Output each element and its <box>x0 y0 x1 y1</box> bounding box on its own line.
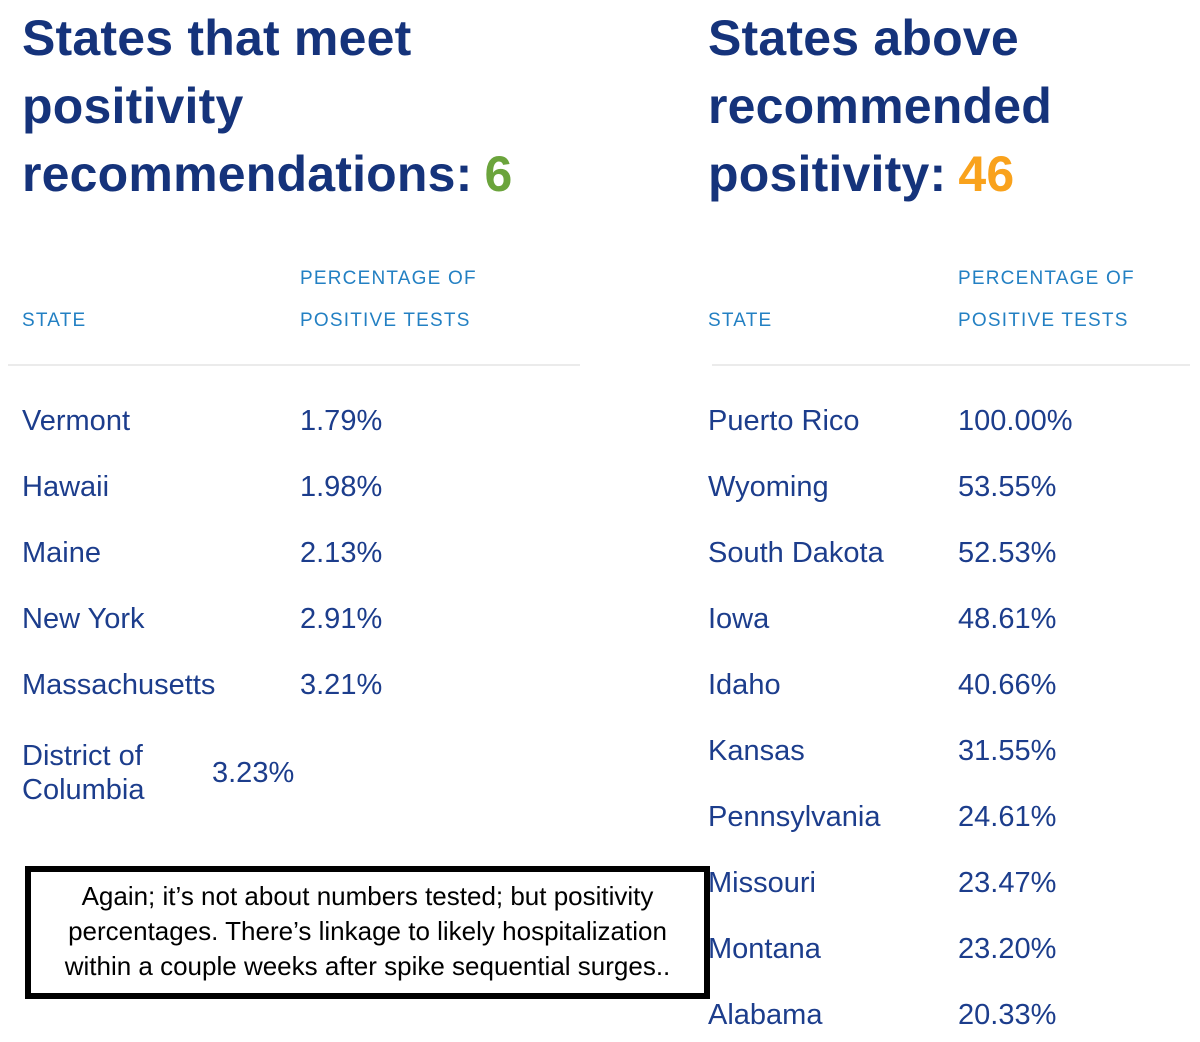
state-name-cell: Puerto Rico <box>708 405 860 437</box>
right-table-header: STATE PERCENTAGE OF POSITIVE TESTS <box>708 258 1190 342</box>
table-row: Montana 23.20% <box>708 916 1190 982</box>
positivity-value-cell: 1.98% <box>300 471 383 503</box>
percentage-header-line: POSITIVE TESTS <box>958 310 1129 331</box>
meet-count-value: 6 <box>484 146 513 202</box>
table-row: Hawaii 1.98% <box>22 454 580 520</box>
table-row: Idaho 40.66% <box>708 652 1190 718</box>
table-row: Missouri 23.47% <box>708 850 1190 916</box>
title-line-text: positivity: <box>708 146 947 202</box>
state-name-cell: Missouri <box>708 867 816 899</box>
state-name-cell: Pennsylvania <box>708 801 881 833</box>
table-row: Puerto Rico 100.00% <box>708 388 1190 454</box>
positivity-value-cell: 1.79% <box>300 405 383 437</box>
state-name-cell: District of Columbia <box>22 740 145 806</box>
positivity-value-cell: 2.13% <box>300 537 383 569</box>
table-row: Alabama 20.33% <box>708 982 1190 1042</box>
state-column-header: STATE <box>22 310 87 331</box>
annotation-note-box: Again; it’s not about numbers tested; bu… <box>25 866 710 999</box>
positivity-value-cell: 23.20% <box>958 933 1057 965</box>
positivity-value-cell: 40.66% <box>958 669 1057 701</box>
state-name-cell: South Dakota <box>708 537 884 569</box>
title-line: recommended <box>708 78 1052 134</box>
state-name-cell: Alabama <box>708 999 823 1031</box>
panel-states-above-recommended: States above recommended positivity: 46 S… <box>708 0 1190 1042</box>
note-line: within a couple weeks after spike sequen… <box>64 951 671 981</box>
title-line: positivity: 46 <box>708 140 1190 208</box>
table-row: Iowa 48.61% <box>708 586 1190 652</box>
percentage-column-header: PERCENTAGE OF POSITIVE TESTS <box>300 258 580 342</box>
state-name-cell: Iowa <box>708 603 770 635</box>
positivity-value-cell: 3.23% <box>212 757 295 789</box>
right-table-body: Puerto Rico 100.00% Wyoming 53.55% South… <box>708 388 1190 1042</box>
title-line: States above <box>708 10 1019 66</box>
positivity-value-cell: 24.61% <box>958 801 1057 833</box>
percentage-header-line: PERCENTAGE OF <box>300 268 477 289</box>
positivity-value-cell: 31.55% <box>958 735 1057 767</box>
right-panel-title: States above recommended positivity: 46 <box>708 4 1190 208</box>
positivity-value-cell: 52.53% <box>958 537 1057 569</box>
state-column-header: STATE <box>708 310 773 331</box>
state-name-cell: Vermont <box>22 405 130 437</box>
state-name-cell: Wyoming <box>708 471 829 503</box>
state-name-cell: Hawaii <box>22 471 110 503</box>
state-name-cell: Massachusetts <box>22 669 216 701</box>
left-table-header: STATE PERCENTAGE OF POSITIVE TESTS <box>22 258 580 342</box>
state-name-cell: Montana <box>708 933 821 965</box>
positivity-value-cell: 23.47% <box>958 867 1057 899</box>
percentage-header-line: PERCENTAGE OF <box>958 268 1135 289</box>
positivity-value-cell: 53.55% <box>958 471 1057 503</box>
table-row: Kansas 31.55% <box>708 718 1190 784</box>
positivity-value-cell: 100.00% <box>958 405 1073 437</box>
title-line: positivity <box>22 78 244 134</box>
left-panel-title: States that meet positivity recommendati… <box>22 4 580 208</box>
positivity-value-cell: 3.21% <box>300 669 383 701</box>
title-line: States that meet <box>22 10 412 66</box>
positivity-value-cell: 48.61% <box>958 603 1057 635</box>
state-name-cell: Kansas <box>708 735 805 767</box>
table-row: Pennsylvania 24.61% <box>708 784 1190 850</box>
state-name-cell: Idaho <box>708 669 781 701</box>
table-row: Maine 2.13% <box>22 520 580 586</box>
percentage-header-line: POSITIVE TESTS <box>300 310 471 331</box>
right-table-divider <box>712 364 1190 366</box>
title-line: recommendations: 6 <box>22 140 580 208</box>
positivity-value-cell: 20.33% <box>958 999 1057 1031</box>
table-row: Massachusetts 3.21% <box>22 652 580 718</box>
left-table-divider <box>8 364 580 366</box>
table-row: South Dakota 52.53% <box>708 520 1190 586</box>
positivity-value-cell: 2.91% <box>300 603 383 635</box>
title-line-text: recommendations: <box>22 146 473 202</box>
note-line: Again; it’s not about numbers tested; bu… <box>81 881 654 911</box>
note-line: percentages. There’s linkage to likely h… <box>68 916 667 946</box>
panel-states-meeting-recommendations: States that meet positivity recommendati… <box>8 0 710 1042</box>
left-table-body: Vermont 1.79% Hawaii 1.98% Maine 2.13% N… <box>22 388 580 828</box>
table-row: Wyoming 53.55% <box>708 454 1190 520</box>
above-count-value: 46 <box>958 146 1015 202</box>
table-row: New York 2.91% <box>22 586 580 652</box>
percentage-column-header: PERCENTAGE OF POSITIVE TESTS <box>958 258 1190 342</box>
table-row: Vermont 1.79% <box>22 388 580 454</box>
table-row: District of Columbia 3.23% <box>22 718 580 828</box>
state-name-cell: New York <box>22 603 145 635</box>
state-name-cell: Maine <box>22 537 101 569</box>
